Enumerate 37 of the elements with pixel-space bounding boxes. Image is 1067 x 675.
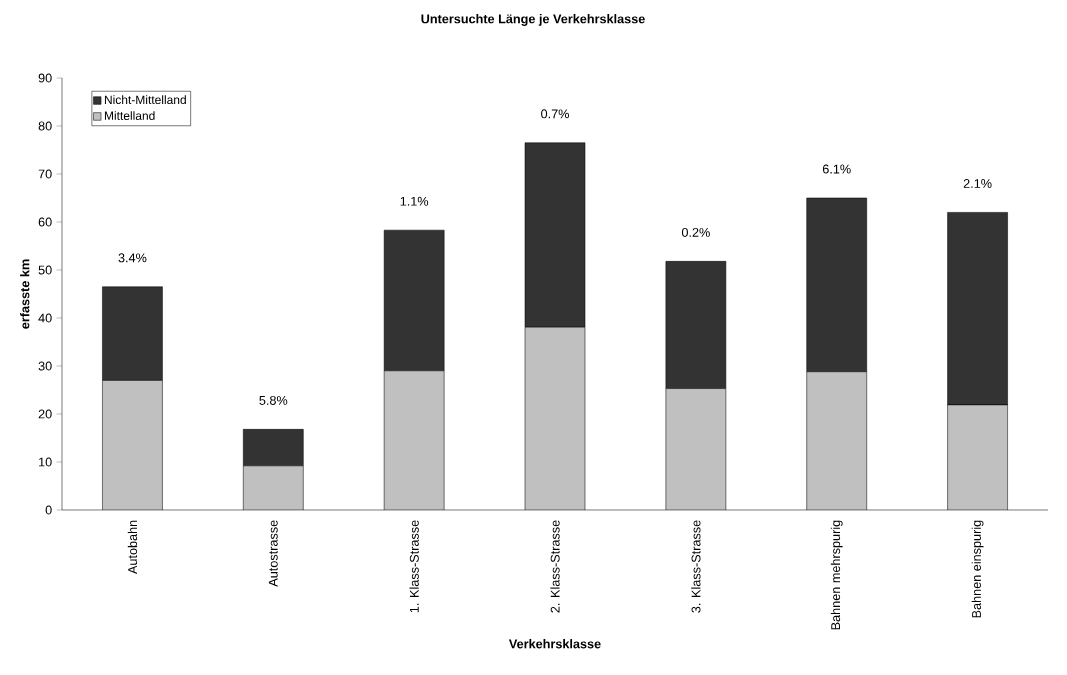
y-tick-label: 30 bbox=[38, 361, 52, 371]
bar bbox=[525, 327, 585, 510]
y-tick-label: 70 bbox=[38, 169, 52, 179]
x-axis-title: Verkehrsklasse bbox=[508, 639, 601, 649]
bar bbox=[243, 429, 304, 467]
x-tick-label: Bahnen einspurig bbox=[971, 520, 984, 618]
x-tick-label: Bahnen mehrspurig bbox=[830, 520, 843, 630]
bar bbox=[243, 465, 304, 510]
legend-label: Mittelland bbox=[104, 111, 155, 120]
annotation: 0.2% bbox=[681, 227, 710, 237]
y-tick-label: 60 bbox=[38, 217, 52, 227]
y-tick-label: 40 bbox=[38, 313, 52, 323]
y-tick-label: 10 bbox=[39, 457, 52, 467]
x-tick-label: Autobahn bbox=[127, 520, 138, 575]
annotation: 2.1% bbox=[963, 179, 992, 188]
bar bbox=[384, 370, 445, 510]
bar bbox=[665, 388, 726, 510]
y-tick-label: 50 bbox=[38, 265, 52, 275]
y-tick-label: 90 bbox=[38, 73, 52, 83]
x-tick-label: 3. Klass-Strasse bbox=[691, 520, 701, 613]
bar bbox=[102, 380, 163, 510]
bar bbox=[947, 404, 1008, 510]
x-tick-label: 1. Klass-Strasse bbox=[409, 520, 419, 613]
annotation: 1.1% bbox=[400, 196, 429, 206]
y-axis-title: erfasste km bbox=[20, 259, 30, 329]
y-tick-label: 20 bbox=[38, 409, 52, 419]
x-tick-label: Autostrasse bbox=[268, 520, 278, 587]
y-tick-label: 80 bbox=[38, 121, 52, 131]
y-tick-label: 0 bbox=[45, 505, 52, 515]
legend-label: Nicht-Mittelland bbox=[104, 95, 186, 105]
annotation: 5.8% bbox=[259, 395, 288, 405]
chart-title: Untersuchte Länge je Verkehrsklasse bbox=[421, 14, 645, 26]
annotation: 6.1% bbox=[822, 164, 851, 174]
annotation: 0.7% bbox=[541, 109, 569, 119]
annotation: 3.4% bbox=[118, 253, 147, 263]
x-tick-label: 2. Klass-Strasse bbox=[550, 520, 560, 613]
bar bbox=[806, 371, 867, 510]
